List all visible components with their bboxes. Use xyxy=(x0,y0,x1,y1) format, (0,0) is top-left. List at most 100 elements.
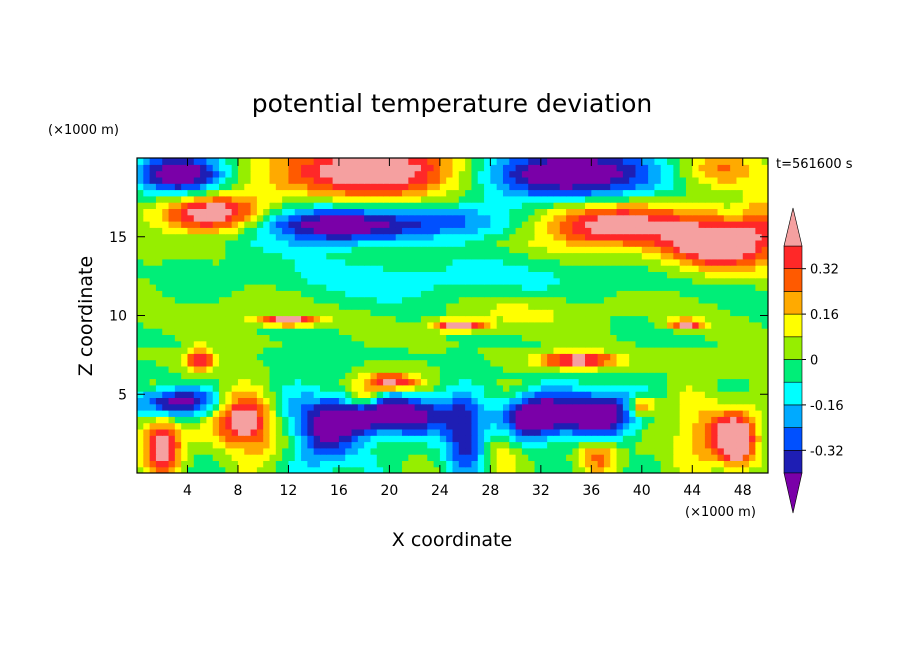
field-cell xyxy=(402,441,409,449)
field-cell xyxy=(528,176,536,184)
field-cell xyxy=(534,221,542,228)
field-cell xyxy=(269,391,277,398)
field-cell xyxy=(389,170,397,178)
field-cell xyxy=(237,277,245,285)
field-cell xyxy=(206,372,214,380)
field-cell xyxy=(181,353,189,361)
field-cell xyxy=(704,441,712,449)
field-cell xyxy=(654,347,662,354)
field-cell xyxy=(717,164,725,172)
field-cell xyxy=(761,403,768,411)
field-cell xyxy=(200,208,208,216)
field-cell xyxy=(326,428,334,436)
field-cell xyxy=(294,466,302,473)
field-cell xyxy=(711,252,719,260)
field-cell xyxy=(622,227,630,235)
field-cell xyxy=(629,296,637,304)
field-cell xyxy=(673,460,681,468)
field-cell xyxy=(206,271,214,279)
field-cell xyxy=(452,403,460,411)
field-cell xyxy=(685,447,693,455)
field-cell xyxy=(730,428,738,436)
field-cell xyxy=(250,328,258,335)
field-cell xyxy=(219,214,226,222)
field-cell xyxy=(301,422,308,430)
field-cell xyxy=(319,397,327,405)
field-cell xyxy=(364,372,372,380)
field-cell xyxy=(212,378,220,386)
field-cell xyxy=(301,195,308,203)
field-cell xyxy=(389,372,397,380)
field-cell xyxy=(723,391,731,398)
field-cell xyxy=(193,460,201,468)
field-cell xyxy=(679,189,687,197)
field-cell xyxy=(326,195,334,203)
field-cell xyxy=(654,183,662,191)
field-cell xyxy=(351,258,359,266)
field-cell xyxy=(345,365,353,373)
field-cell xyxy=(338,309,346,317)
field-cell xyxy=(616,277,624,285)
field-cell xyxy=(572,340,580,348)
field-cell xyxy=(269,315,277,323)
field-cell xyxy=(219,422,226,430)
field-cell xyxy=(679,183,687,191)
field-cell xyxy=(237,258,245,266)
field-cell xyxy=(408,239,416,247)
field-cell xyxy=(616,302,624,310)
field-cell xyxy=(376,164,384,172)
field-cell xyxy=(383,227,390,235)
field-cell xyxy=(692,321,700,329)
field-cell xyxy=(439,214,447,222)
field-cell xyxy=(667,252,674,260)
field-cell xyxy=(187,321,195,329)
field-cell xyxy=(597,397,605,405)
field-cell xyxy=(326,258,334,266)
field-cell xyxy=(477,195,485,203)
field-cell xyxy=(496,277,504,285)
field-cell xyxy=(250,265,258,272)
field-cell xyxy=(338,347,346,354)
field-cell xyxy=(610,214,618,222)
field-cell xyxy=(307,365,315,373)
field-cell xyxy=(616,284,624,291)
field-cell xyxy=(540,183,548,191)
field-cell xyxy=(465,296,473,304)
field-cell xyxy=(679,284,687,291)
field-cell xyxy=(641,315,649,323)
field-cell xyxy=(559,340,567,348)
field-cell xyxy=(685,422,693,430)
field-cell xyxy=(711,315,719,323)
field-cell xyxy=(692,284,700,291)
field-cell xyxy=(143,403,151,411)
field-cell xyxy=(534,454,542,461)
field-cell xyxy=(162,347,170,354)
field-cell xyxy=(730,441,738,449)
field-cell xyxy=(515,164,523,172)
field-cell xyxy=(458,454,466,461)
field-cell xyxy=(654,208,662,216)
field-cell xyxy=(711,271,719,279)
field-cell xyxy=(237,227,245,235)
field-cell xyxy=(383,176,390,184)
field-cell xyxy=(155,195,163,203)
field-cell xyxy=(736,372,744,380)
field-cell xyxy=(433,233,441,241)
field-cell xyxy=(458,372,466,380)
field-cell xyxy=(137,246,144,254)
field-cell xyxy=(439,410,447,417)
field-cell xyxy=(155,265,163,272)
field-cell xyxy=(345,158,353,165)
field-cell xyxy=(446,340,454,348)
field-cell xyxy=(553,252,561,260)
field-cell xyxy=(244,353,252,361)
field-cell xyxy=(673,221,681,228)
field-cell xyxy=(559,233,567,241)
field-cell xyxy=(364,340,372,348)
field-cell xyxy=(502,202,510,209)
field-cell xyxy=(496,214,504,222)
field-cell xyxy=(559,416,567,424)
field-cell xyxy=(496,284,504,291)
field-cell xyxy=(338,202,346,209)
field-cell xyxy=(345,321,353,329)
